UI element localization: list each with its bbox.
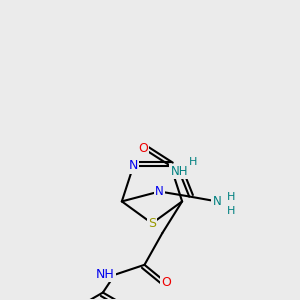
Text: S: S (148, 217, 156, 230)
Text: H: H (226, 192, 235, 203)
Text: H: H (189, 157, 197, 167)
Text: NH: NH (170, 165, 188, 178)
Text: NH: NH (96, 268, 115, 281)
Text: N: N (129, 160, 138, 172)
Text: N: N (213, 195, 221, 208)
Text: N: N (155, 185, 164, 198)
Text: H: H (226, 206, 235, 216)
Text: O: O (161, 276, 171, 289)
Text: O: O (138, 142, 148, 154)
